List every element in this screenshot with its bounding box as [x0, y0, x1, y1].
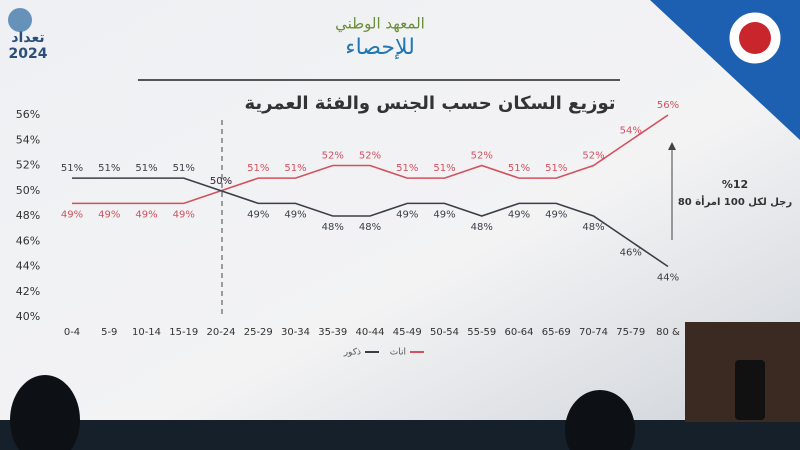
data-label: 52% — [359, 151, 381, 162]
data-label: 48% — [582, 222, 604, 233]
data-label: 51% — [508, 163, 530, 174]
institute-name-2: للإحصاء — [345, 35, 415, 60]
series-line — [72, 114, 669, 205]
data-label: 48% — [322, 222, 344, 233]
chart-title: توزيع السكان حسب الجنس والفئة العمرية — [244, 93, 615, 114]
x-tick-label: 55-59 — [467, 327, 496, 338]
data-label: 51% — [173, 163, 195, 174]
data-label: 51% — [545, 163, 567, 174]
y-tick-label: 48% — [16, 209, 40, 222]
x-tick-label: 80 & — [656, 327, 680, 338]
x-tick-label: 20-24 — [206, 327, 235, 338]
data-label: 51% — [396, 163, 418, 174]
data-label: 49% — [247, 209, 269, 220]
data-label: 49% — [98, 209, 120, 220]
x-tick-label: 25-29 — [244, 327, 273, 338]
annotation: 80 رجل لكل 100 امرأة — [678, 195, 793, 208]
x-tick-label: 0-4 — [64, 327, 80, 338]
data-label: 51% — [61, 163, 83, 174]
x-tick-label: 70-74 — [579, 327, 608, 338]
phone — [735, 360, 765, 420]
data-label: 49% — [433, 209, 455, 220]
emblem-inner — [739, 22, 771, 54]
series-line — [72, 177, 669, 268]
data-label: 51% — [98, 163, 120, 174]
data-label: 54% — [620, 125, 642, 136]
y-tick-label: 40% — [16, 310, 40, 323]
y-tick-label: 52% — [16, 159, 40, 172]
logo-icon — [8, 8, 32, 32]
data-label: 52% — [471, 151, 493, 162]
x-tick-label: 75-79 — [616, 327, 645, 338]
x-tick-label: 60-64 — [504, 327, 533, 338]
audience-head — [565, 390, 635, 450]
data-label: 49% — [508, 209, 530, 220]
data-label: 48% — [471, 222, 493, 233]
x-tick-label: 5-9 — [101, 327, 117, 338]
x-tick-label: 65-69 — [542, 327, 571, 338]
annotation: %12 — [722, 178, 748, 191]
y-tick-label: 54% — [16, 133, 40, 146]
data-label: 50% — [210, 176, 232, 187]
data-label: 52% — [582, 151, 604, 162]
data-label: 48% — [359, 222, 381, 233]
legend-label: اناث — [390, 348, 406, 358]
slide — [0, 0, 800, 420]
data-label: 52% — [322, 151, 344, 162]
data-label: 49% — [61, 209, 83, 220]
data-label: 51% — [433, 163, 455, 174]
data-label: 51% — [284, 163, 306, 174]
data-label: 44% — [657, 273, 679, 284]
y-tick-label: 44% — [16, 260, 40, 273]
data-label: 49% — [284, 209, 306, 220]
data-label: 49% — [396, 209, 418, 220]
audience-head — [10, 375, 80, 450]
data-label: 50% — [210, 176, 232, 187]
y-tick-label: 50% — [16, 184, 40, 197]
x-tick-label: 40-44 — [355, 327, 384, 338]
plot: 40% 42% 44% 46% 48% 50% 52% 54% 56% 0-4 5-9 10-14 15… — [16, 100, 680, 358]
institute-name: المعهد الوطني — [335, 15, 425, 34]
logo-year: 2024 — [9, 46, 48, 62]
x-tick-label: 10-14 — [132, 327, 161, 338]
x-tick-label: 35-39 — [318, 327, 347, 338]
data-label: 49% — [173, 209, 195, 220]
data-label: 51% — [135, 163, 157, 174]
arrow-head — [668, 142, 676, 150]
x-tick-label: 30-34 — [281, 327, 310, 338]
x-tick-label: 45-49 — [393, 327, 422, 338]
data-label: 51% — [247, 163, 269, 174]
y-tick-label: 46% — [16, 234, 40, 247]
y-tick-label: 42% — [16, 285, 40, 298]
legend-label: ذكور — [343, 348, 361, 358]
data-label: 49% — [545, 209, 567, 220]
x-tick-label: 15-19 — [169, 327, 198, 338]
x-tick-label: 50-54 — [430, 327, 459, 338]
y-tick-label: 56% — [16, 108, 40, 121]
data-label: 56% — [657, 100, 679, 111]
data-label: 49% — [135, 209, 157, 220]
logo-text: تعداد — [11, 30, 44, 46]
data-label: 46% — [620, 247, 642, 258]
